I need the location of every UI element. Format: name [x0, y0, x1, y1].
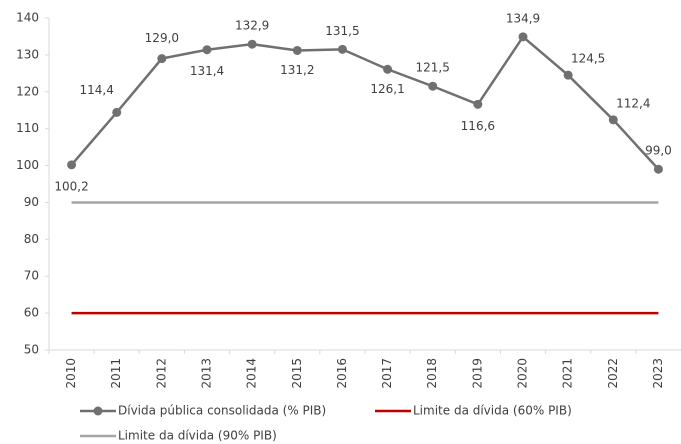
data-label: 121,5 — [416, 61, 450, 75]
y-tick-label: 120 — [16, 84, 39, 98]
x-tick-label: 2021 — [561, 358, 575, 389]
x-tick-label: 2014 — [245, 358, 259, 389]
x-tick-label: 2022 — [606, 358, 620, 389]
data-point — [563, 70, 573, 80]
data-point — [202, 45, 212, 55]
x-tick-label: 2015 — [290, 358, 304, 389]
x-tick-label: 2010 — [64, 358, 78, 389]
y-tick-label: 130 — [16, 47, 39, 61]
x-tick-label: 2019 — [470, 358, 484, 389]
data-label: 132,9 — [235, 19, 269, 33]
y-tick-label: 110 — [16, 121, 39, 135]
data-point — [653, 164, 663, 174]
legend-label: Limite da dívida (60% PIB) — [413, 404, 572, 418]
legend-marker — [93, 406, 103, 416]
y-tick-label: 50 — [24, 343, 39, 357]
x-tick-label: 2013 — [200, 358, 214, 389]
series-line — [70, 34, 660, 171]
x-tick-label: 2020 — [516, 358, 530, 389]
data-label: 99,0 — [645, 144, 672, 158]
data-label: 112,4 — [616, 96, 650, 110]
data-label: 131,4 — [190, 64, 224, 78]
data-label: 100,2 — [54, 179, 88, 193]
data-label: 124,5 — [571, 52, 605, 66]
data-point — [473, 99, 483, 109]
data-point — [157, 54, 167, 64]
x-tick-label: 2023 — [651, 358, 665, 389]
data-label: 116,6 — [461, 119, 495, 133]
x-tick-label: 2017 — [380, 358, 394, 389]
y-tick-label: 60 — [24, 306, 39, 320]
data-point — [518, 32, 528, 42]
y-tick-label: 140 — [16, 11, 39, 25]
y-tick-label: 100 — [16, 158, 39, 172]
x-tick-label: 2018 — [425, 358, 439, 389]
y-tick-label: 90 — [24, 195, 39, 209]
data-point — [292, 45, 302, 55]
data-label: 129,0 — [145, 31, 179, 45]
legend-label: Limite da dívida (90% PIB) — [118, 429, 277, 443]
data-label: 131,5 — [325, 24, 359, 38]
y-tick-label: 70 — [24, 269, 39, 283]
data-label: 131,2 — [280, 63, 314, 77]
data-point — [608, 115, 618, 125]
x-tick-label: 2012 — [154, 358, 168, 389]
data-label: 114,4 — [80, 83, 114, 97]
data-point — [337, 44, 347, 54]
data-label: 134,9 — [506, 11, 540, 25]
x-tick-label: 2011 — [109, 358, 123, 389]
data-point — [428, 81, 438, 91]
data-point — [112, 107, 122, 117]
data-label: 126,1 — [370, 82, 404, 96]
legend-label: Dívida pública consolidada (% PIB) — [118, 404, 326, 418]
data-point — [383, 64, 393, 74]
x-tick-label: 2016 — [335, 358, 349, 389]
y-tick-label: 80 — [24, 232, 39, 246]
data-point — [67, 160, 77, 170]
data-point — [247, 39, 257, 49]
